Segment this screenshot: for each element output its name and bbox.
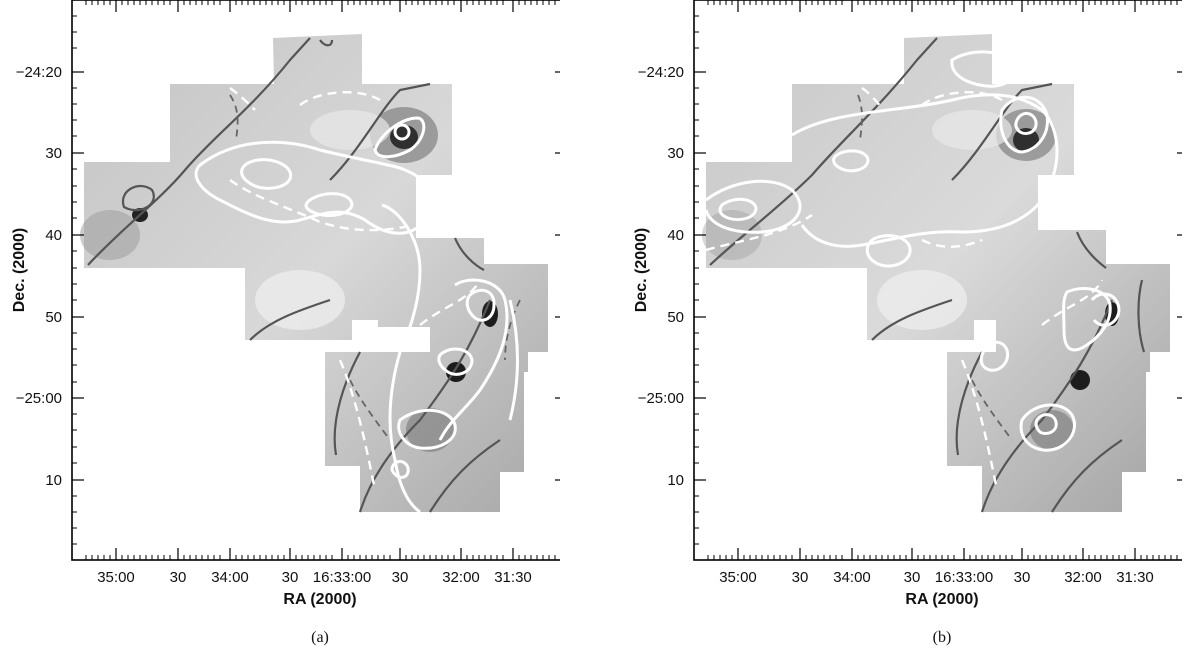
ra-tick-label: 35:00: [97, 569, 135, 586]
y-axis-title: Dec. (2000): [11, 228, 28, 313]
ra-tick-label: 32:00: [442, 569, 480, 586]
y-axis-title: Dec. (2000): [633, 228, 650, 313]
dec-tick-label: −25:00: [16, 390, 62, 407]
ra-tick-label: 30: [1014, 569, 1031, 586]
ra-tick-label: 30: [904, 569, 921, 586]
dec-tick-label: 50: [667, 309, 684, 326]
dec-tick-labels-b: −24:20 30 40 50 −25:00 10: [638, 64, 684, 489]
dec-tick-label: 40: [45, 227, 62, 244]
map-mosaic-a: [80, 34, 548, 512]
minor-ticks-b: [694, 0, 1183, 560]
ra-tick-label: 16:33:00: [935, 569, 993, 586]
ra-tick-label: 31:30: [494, 569, 532, 586]
figure-panel-b: −24:20 30 40 50 −25:00 10 35:00 30 34:00…: [622, 0, 1183, 650]
ra-tick-label: 30: [170, 569, 187, 586]
dec-tick-labels-a: −24:20 30 40 50 −25:00 10: [16, 64, 62, 489]
dec-tick-label: 10: [45, 472, 62, 489]
ticks-b: [694, 0, 1183, 560]
ra-tick-label: 31:30: [1116, 569, 1154, 586]
ra-tick-labels-b: 35:00 30 34:00 30 16:33:00 30 32:00 31:3…: [719, 569, 1154, 586]
dec-tick-label: 10: [667, 472, 684, 489]
figure-panel-a: −24:20 30 40 50 −25:00 10 35:00 30 34:00…: [0, 0, 568, 650]
dec-tick-label: −24:20: [638, 64, 684, 81]
map-mosaic-b: [702, 34, 1170, 512]
panel-b-svg: −24:20 30 40 50 −25:00 10 35:00 30 34:00…: [633, 0, 1183, 646]
ra-tick-label: 30: [392, 569, 409, 586]
ra-tick-label: 35:00: [719, 569, 757, 586]
ra-tick-labels-a: 35:00 30 34:00 30 16:33:00 30 32:00 31:3…: [97, 569, 532, 586]
ra-tick-label: 16:33:00: [313, 569, 371, 586]
dec-tick-label: 50: [45, 309, 62, 326]
ra-tick-label: 32:00: [1064, 569, 1102, 586]
x-axis-title: RA (2000): [905, 591, 978, 608]
dec-tick-label: 30: [45, 145, 62, 162]
x-axis-title: RA (2000): [283, 591, 356, 608]
dec-tick-label: −25:00: [638, 390, 684, 407]
panel-a-svg: −24:20 30 40 50 −25:00 10 35:00 30 34:00…: [11, 0, 568, 646]
ra-tick-label: 30: [282, 569, 299, 586]
ra-tick-label: 34:00: [211, 569, 249, 586]
panel-caption: (a): [311, 629, 329, 646]
panel-caption: (b): [933, 629, 952, 646]
ra-tick-label: 34:00: [833, 569, 871, 586]
ra-tick-label: 30: [792, 569, 809, 586]
dec-tick-label: 40: [667, 227, 684, 244]
white-contours-b: [704, 50, 1121, 452]
white-contours-a: [194, 116, 519, 514]
dec-tick-label: 30: [667, 145, 684, 162]
dec-tick-label: −24:20: [16, 64, 62, 81]
